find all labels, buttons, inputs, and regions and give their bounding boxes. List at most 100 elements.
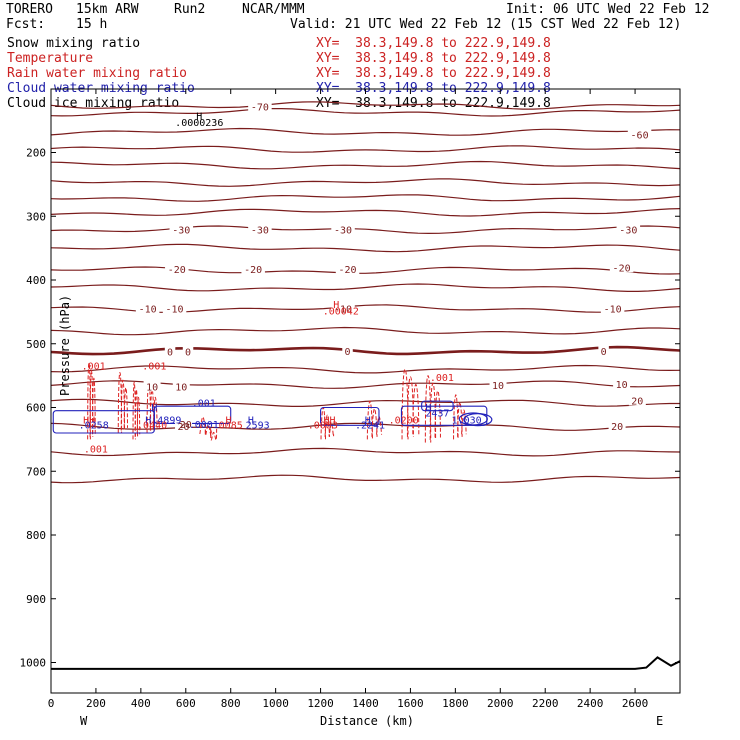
temperature-label: 0 (601, 347, 607, 358)
isotherm--65 (50, 108, 681, 117)
isotherm--55 (50, 145, 681, 153)
rain-contour (461, 409, 467, 435)
y-tick-label: 500 (26, 338, 46, 351)
label-bg (165, 263, 189, 275)
rain-contour (120, 379, 126, 431)
label-bg (627, 128, 652, 140)
temperature-label: 0 (167, 347, 173, 358)
x-tick-label: 1600 (397, 697, 424, 710)
label-bg (609, 261, 634, 273)
temperature-label: -30 (172, 226, 190, 237)
label-bg (616, 223, 641, 235)
legend-cloud-ice-label: Cloud ice mixing ratio (7, 96, 180, 111)
legend-temperature-label: Temperature (7, 51, 94, 66)
terrain-outline (50, 656, 681, 670)
label-bg (331, 223, 355, 235)
contour-annotation: .001 (430, 373, 454, 384)
rain-contour (434, 390, 441, 438)
temperature-label: -30 (334, 226, 352, 237)
terrain-line (50, 656, 681, 670)
contour-annotation: .0258 (79, 421, 109, 432)
temperature-label: -60 (631, 131, 649, 142)
label-bg (600, 302, 625, 314)
rain-contour (457, 401, 463, 437)
contour-annotation: H.4899 (145, 416, 181, 427)
contour-labels: -70-60-30 -30 -30 -30-20 -20 -20 -20-10 -10 -10-… (79, 100, 652, 455)
contour-annotation: 0085 (219, 421, 243, 432)
legend-temperature-xy: XY= 38.3,149.8 to 222.9,149.8 (316, 51, 551, 66)
isotherm--35 (50, 208, 681, 217)
x-tick-label: 400 (131, 697, 151, 710)
x-tick-label: 2000 (487, 697, 514, 710)
contour-annotation: 20 (180, 420, 192, 431)
temperature-label: -20 (168, 265, 186, 276)
isotherm-30 (50, 474, 681, 484)
legend-rain-xy: XY= 38.3,149.8 to 222.9,149.8 (316, 66, 551, 81)
contour-annotation: .001 (142, 361, 166, 372)
label-bg (248, 100, 272, 112)
cloud-water-contour (153, 405, 232, 424)
temperature-label: -30 (251, 226, 269, 237)
x-tick-label: 800 (221, 697, 241, 710)
label-bg (182, 345, 194, 357)
y-axis-title: Pressure (hPa) (58, 295, 72, 396)
init-time: Init: 06 UTC Wed 22 Feb 12 (506, 2, 710, 17)
x-tick-label: 1200 (307, 697, 334, 710)
temperature-label: 10 (492, 381, 504, 392)
label-bg (331, 302, 355, 314)
isotherm-25 (50, 447, 681, 457)
org-label: NCAR/MMM (242, 2, 305, 17)
contour-annotation: H (225, 416, 231, 427)
x-tick-label: 1800 (442, 697, 469, 710)
y-tick-label: 200 (26, 147, 46, 160)
label-bg (335, 263, 360, 275)
temperature-label: -10 (334, 305, 352, 316)
cloud-water-contour (400, 405, 488, 426)
contour-annotation: .0000236 (175, 118, 223, 129)
rain-contour (324, 414, 331, 437)
forecast-hour: 15 h (76, 17, 108, 32)
resolution: 15km ARW (76, 2, 139, 17)
label-bg (162, 302, 187, 314)
x-tick-label: 2200 (532, 697, 559, 710)
contour-annotation: .0200 (389, 416, 419, 427)
isotherm--5 (50, 326, 681, 336)
temperature-label: -10 (166, 305, 184, 316)
rain-contour (328, 422, 335, 437)
x-tick-label: 1000 (262, 697, 289, 710)
isotherm--25 (50, 243, 681, 253)
rain-contour (153, 396, 158, 428)
label-bg (598, 344, 609, 356)
forecast-label: Fcst: (6, 17, 46, 32)
isotherm--15 (50, 283, 681, 292)
x-endpoint-west: W (80, 714, 88, 728)
x-tick-label: 2600 (622, 697, 649, 710)
contour-annotation: .0083 (308, 421, 338, 432)
contour-annotation: HH (83, 416, 95, 427)
temperature-label: 20 (178, 422, 190, 433)
contour-annotation: .00042 (323, 307, 359, 318)
run-label: Run2 (174, 2, 206, 17)
label-bg (143, 380, 161, 392)
label-bg (175, 419, 193, 431)
contour-annotation: .0440 (137, 421, 167, 432)
contour-annotation: .0001 (189, 420, 219, 431)
cloud-water-contour (458, 412, 488, 426)
rain-contour (412, 384, 420, 435)
label-bg (169, 223, 194, 235)
label-bg (489, 379, 507, 391)
y-tick-label: 800 (26, 529, 46, 542)
x-tick-label: 200 (86, 697, 106, 710)
contour-annotation: H (333, 300, 339, 311)
isotherm--60 (50, 127, 681, 136)
contour-annotation: H (425, 403, 431, 414)
isotherm--20 (50, 266, 681, 275)
label-bg (628, 394, 646, 406)
temperature-label: 0 (345, 347, 351, 358)
isotherm-5 (50, 364, 681, 374)
label-bg (172, 380, 190, 392)
rain-contour (371, 408, 378, 437)
legend-cloud-ice-xy: XY= 38.3,149.8 to 222.9,149.8 (316, 96, 551, 111)
label-bg (241, 263, 265, 275)
